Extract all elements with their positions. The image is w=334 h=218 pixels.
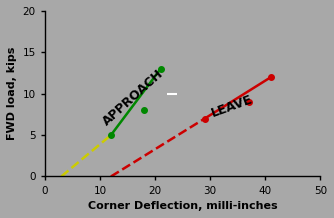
Y-axis label: FWD load, kips: FWD load, kips: [7, 47, 17, 140]
Text: APPROACH: APPROACH: [100, 67, 166, 128]
Text: LEAVE: LEAVE: [210, 93, 255, 120]
X-axis label: Corner Deflection, milli-inches: Corner Deflection, milli-inches: [88, 201, 278, 211]
